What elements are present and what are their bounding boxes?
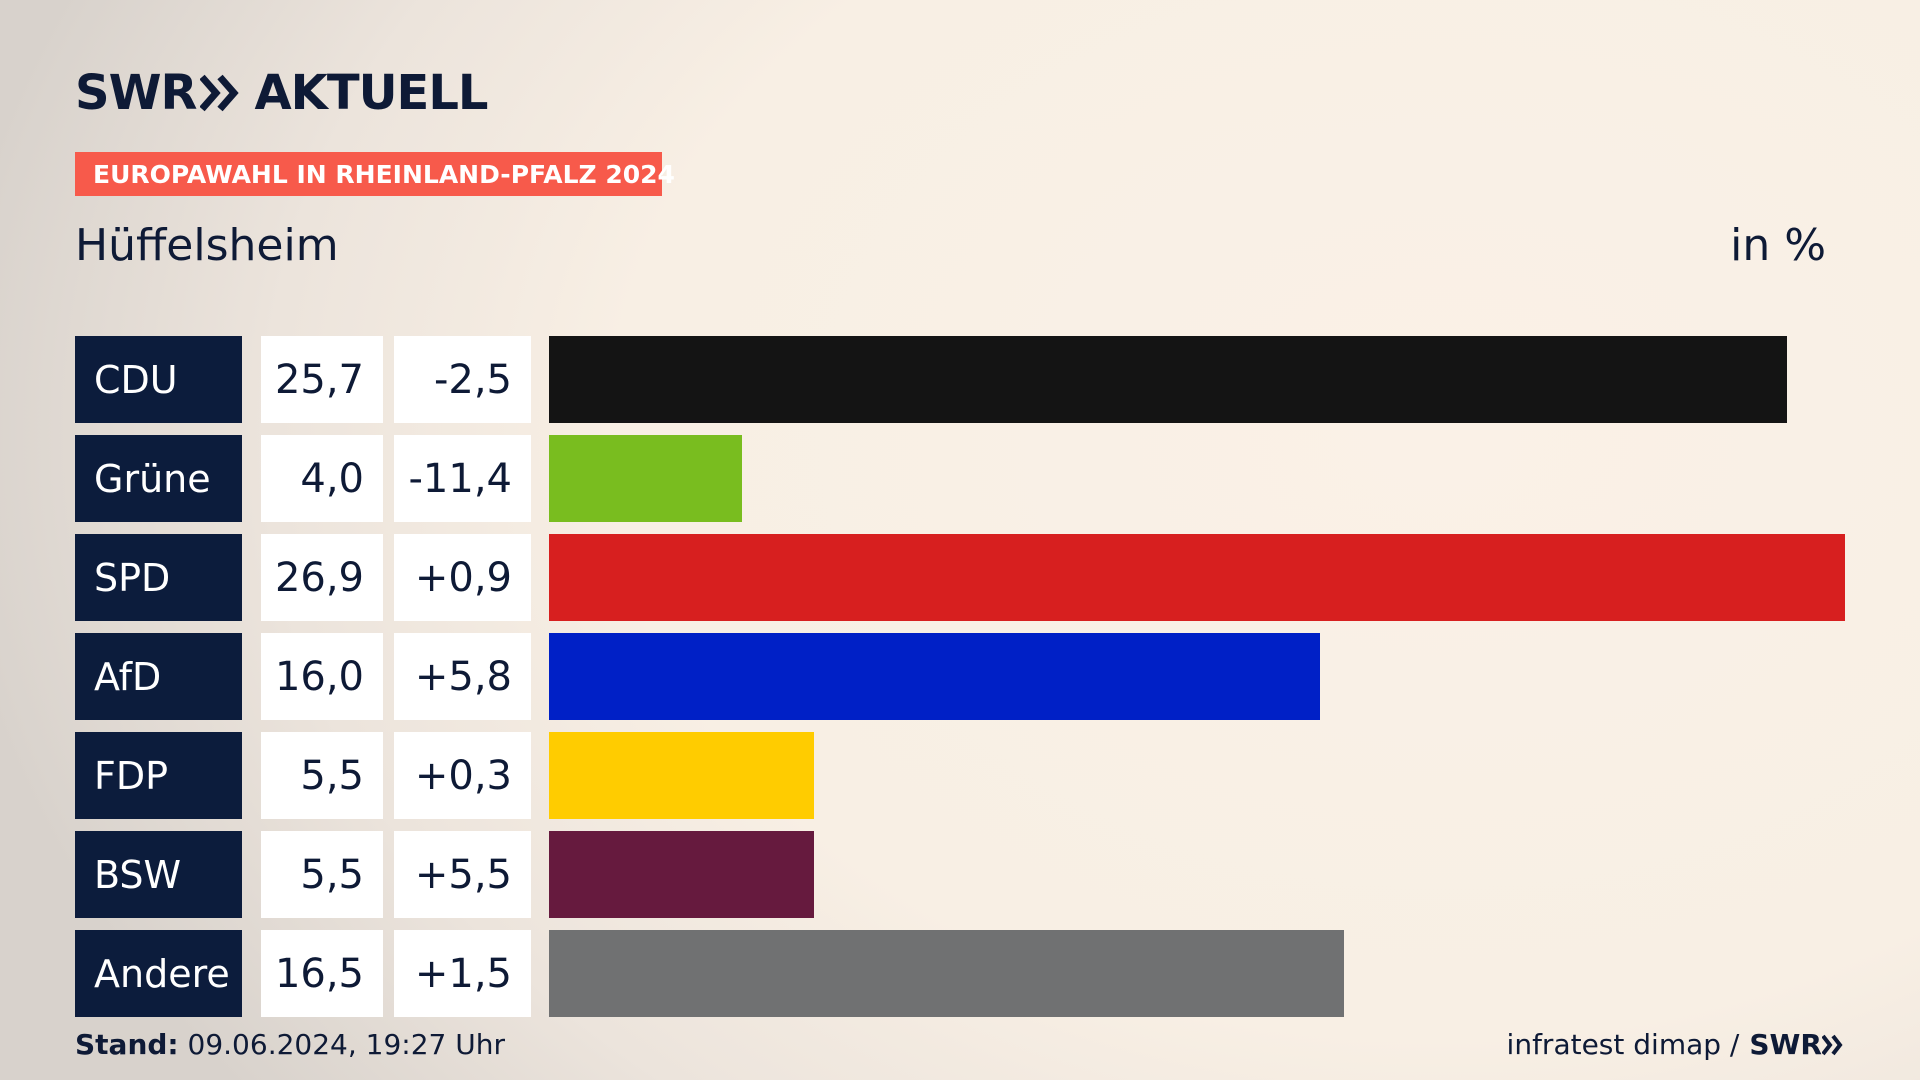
party-label: Andere <box>75 930 242 1017</box>
party-label: Grüne <box>75 435 242 522</box>
page-title: Hüffelsheim <box>75 220 339 271</box>
source-brand: SWR <box>1749 1028 1844 1061</box>
vote-share-label: 5,5 <box>261 732 383 819</box>
stand-label: Stand: <box>75 1028 179 1061</box>
unit-label: in % <box>1730 220 1826 271</box>
timestamp: Stand: 09.06.2024, 19:27 Uhr <box>75 1028 505 1061</box>
bar <box>549 930 1344 1017</box>
party-label: AfD <box>75 633 242 720</box>
change-label: +1,5 <box>394 930 531 1017</box>
change-label: -2,5 <box>394 336 531 423</box>
vote-share-label: 26,9 <box>261 534 383 621</box>
double-chevron-icon <box>200 74 240 112</box>
change-label: -11,4 <box>394 435 531 522</box>
change-label: +0,3 <box>394 732 531 819</box>
bar <box>549 336 1787 423</box>
vote-share-label: 5,5 <box>261 831 383 918</box>
change-label: +5,8 <box>394 633 531 720</box>
change-label: +0,9 <box>394 534 531 621</box>
vote-share-label: 16,5 <box>261 930 383 1017</box>
party-label: CDU <box>75 336 242 423</box>
vote-share-label: 16,0 <box>261 633 383 720</box>
party-label: BSW <box>75 831 242 918</box>
change-label: +5,5 <box>394 831 531 918</box>
stand-value: 09.06.2024, 19:27 Uhr <box>187 1028 505 1061</box>
vote-share-label: 4,0 <box>261 435 383 522</box>
source-text: infratest dimap / <box>1506 1028 1740 1061</box>
source-credit: infratest dimap / SWR <box>1507 1028 1844 1061</box>
double-chevron-icon <box>1822 1034 1843 1055</box>
bar <box>549 435 742 522</box>
logo-swr-text: SWR <box>75 65 197 121</box>
party-label: FDP <box>75 732 242 819</box>
source-brand-text: SWR <box>1749 1028 1822 1061</box>
logo-aktuell-text: AKTUELL <box>254 65 488 121</box>
bar <box>549 831 814 918</box>
election-banner: EUROPAWAHL IN RHEINLAND-PFALZ 2024 <box>75 152 675 196</box>
bar <box>549 633 1320 720</box>
swr-aktuell-logo: SWR AKTUELL <box>75 65 489 121</box>
bar <box>549 534 1845 621</box>
bar <box>549 732 814 819</box>
vote-share-label: 25,7 <box>261 336 383 423</box>
party-label: SPD <box>75 534 242 621</box>
